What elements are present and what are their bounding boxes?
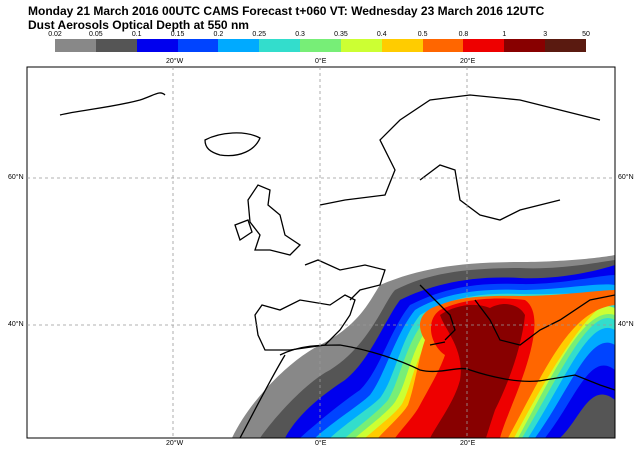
map-frame xyxy=(26,66,616,439)
lon-label-bottom: 20°E xyxy=(460,440,476,447)
legend-label: 0.5 xyxy=(417,31,428,38)
legend-swatch xyxy=(545,39,586,52)
lon-label-bottom: 20°W xyxy=(166,440,184,447)
lon-label-top: 20°E xyxy=(460,58,476,65)
lat-label-left: 60°N xyxy=(8,174,24,181)
dust-plume xyxy=(232,255,615,438)
legend-swatch xyxy=(463,39,505,52)
legend-swatch xyxy=(177,39,219,52)
legend-swatch xyxy=(300,39,341,52)
lon-label-top: 20°W xyxy=(166,58,184,65)
legend-label: 0.1 xyxy=(131,31,142,38)
legend-swatch xyxy=(422,39,464,52)
color-legend xyxy=(55,39,586,52)
legend-swatch xyxy=(136,39,178,52)
legend-swatch xyxy=(381,39,423,52)
legend-label: 50 xyxy=(582,31,590,38)
legend-swatch xyxy=(55,39,96,52)
legend-label: 0.8 xyxy=(458,31,469,38)
legend-swatch xyxy=(218,39,260,52)
lon-label-bottom: 0°E xyxy=(315,440,327,447)
legend-label: 0.3 xyxy=(295,31,305,38)
graticule xyxy=(27,67,615,438)
legend-swatch xyxy=(340,39,382,52)
map-subtitle: Dust Aerosols Optical Depth at 550 nm xyxy=(28,18,249,32)
lon-label-top: 0°E xyxy=(315,58,327,65)
lat-label-right: 60°N xyxy=(618,174,634,181)
legend-label: 0.02 xyxy=(48,31,62,38)
legend-label: 0.05 xyxy=(89,31,103,38)
legend-label: 0.2 xyxy=(213,31,224,38)
coastlines xyxy=(59,92,615,438)
legend-label: 0.15 xyxy=(170,31,185,38)
map-title: Monday 21 March 2016 00UTC CAMS Forecast… xyxy=(28,4,545,18)
lat-label-left: 40°N xyxy=(8,321,24,328)
legend-swatch xyxy=(95,39,137,52)
legend-swatch xyxy=(259,39,301,52)
legend-label: 0.35 xyxy=(334,31,348,38)
legend-label: 3 xyxy=(543,31,548,38)
legend-label: 0.4 xyxy=(376,31,387,38)
legend-label: 1 xyxy=(502,31,507,38)
legend-swatch xyxy=(504,39,546,52)
lat-label-right: 40°N xyxy=(618,321,634,328)
legend-label: 0.25 xyxy=(252,31,267,38)
